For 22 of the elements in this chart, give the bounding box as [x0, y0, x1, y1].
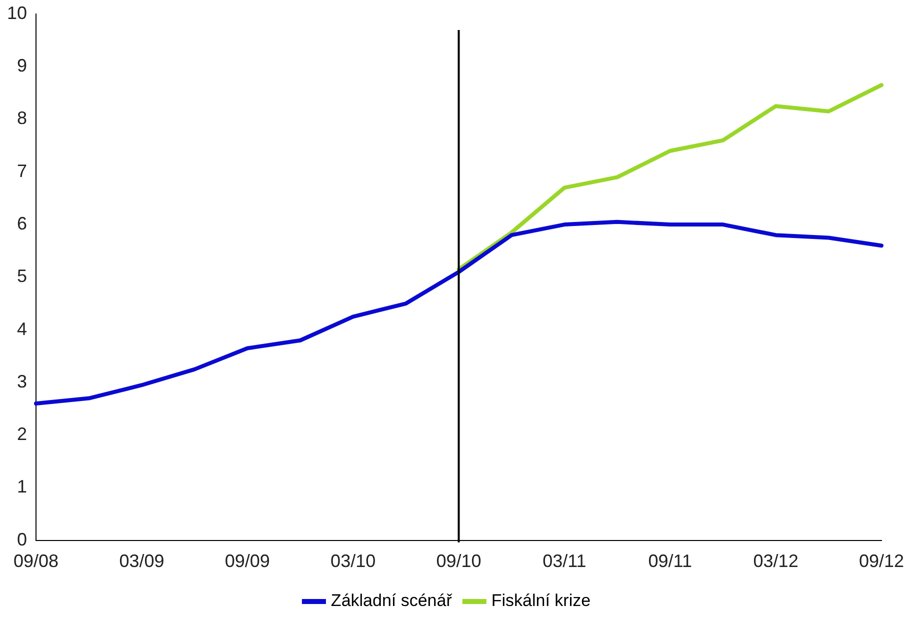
x-tick-label: 03/10 [330, 551, 376, 572]
legend-label: Fiskální krize [491, 591, 591, 610]
x-tick-label: 03/09 [119, 551, 164, 572]
x-tick-label: 09/08 [14, 551, 59, 572]
x-tick-label: 09/10 [436, 551, 482, 572]
y-tick-label: 2 [17, 424, 28, 444]
y-tick-label: 3 [17, 371, 28, 392]
y-tick-label: 9 [17, 56, 28, 76]
x-tick-label: 03/11 [542, 551, 586, 572]
y-tick-label: 4 [17, 318, 28, 339]
x-tick-label: 09/11 [648, 551, 692, 572]
x-tick-label: 09/09 [224, 551, 270, 572]
y-tick-label: 5 [17, 266, 28, 286]
y-tick-label: 7 [17, 160, 28, 181]
y-tick-label: 1 [17, 476, 28, 497]
legend-label: Základní scénář [330, 591, 452, 610]
y-tick-label: 10 [6, 2, 28, 23]
y-tick-label: 8 [17, 108, 28, 128]
y-tick-label: 0 [17, 529, 28, 550]
x-tick-label: 03/12 [753, 551, 798, 572]
x-tick-label: 09/12 [858, 551, 904, 572]
y-tick-label: 6 [17, 214, 28, 234]
